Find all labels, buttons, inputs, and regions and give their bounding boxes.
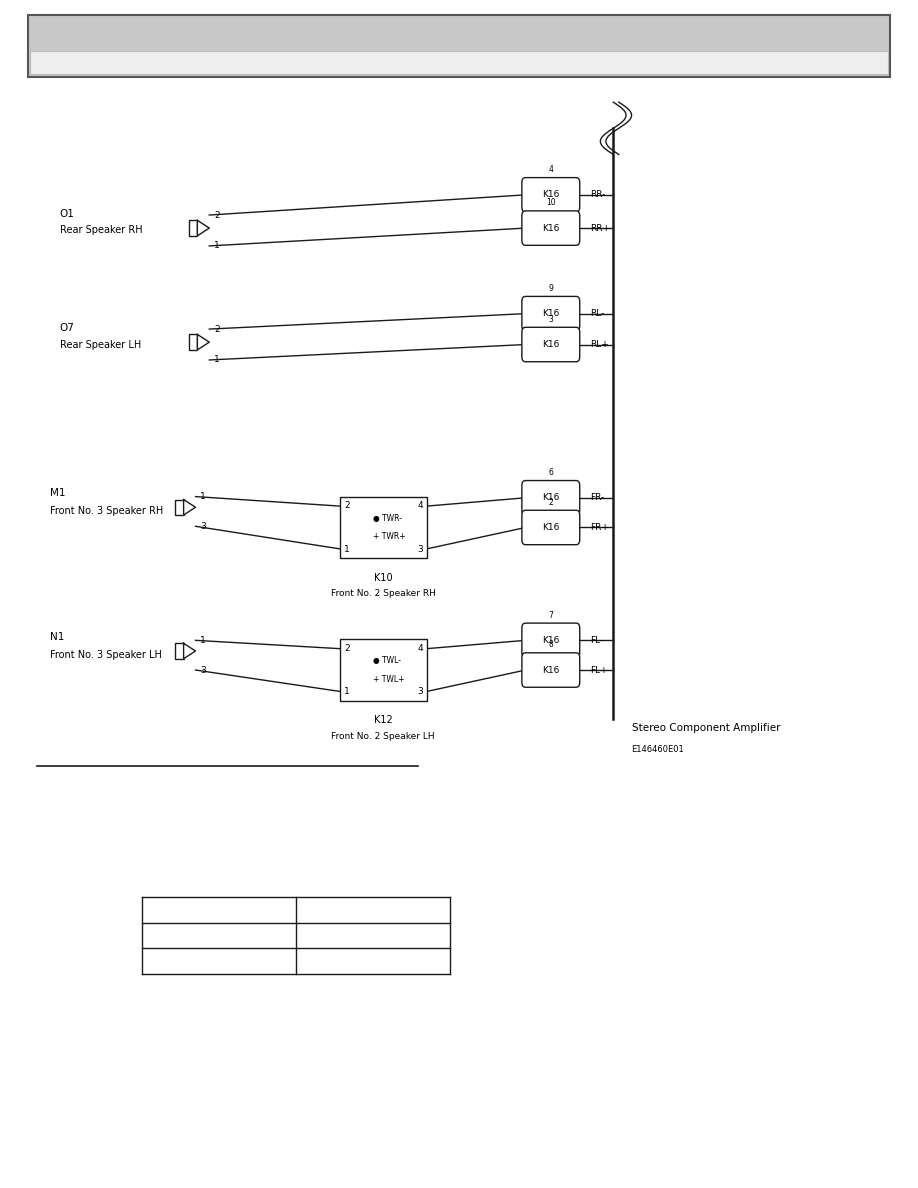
FancyBboxPatch shape — [522, 653, 580, 687]
Text: 4: 4 — [548, 165, 554, 175]
Text: N1: N1 — [50, 632, 65, 642]
FancyBboxPatch shape — [522, 327, 580, 361]
FancyBboxPatch shape — [522, 510, 580, 544]
Text: 10: 10 — [546, 198, 555, 208]
Text: M1: M1 — [50, 488, 66, 498]
Text: 1: 1 — [344, 544, 350, 554]
Text: 4: 4 — [418, 501, 423, 511]
Text: 1: 1 — [214, 355, 219, 365]
Text: 3: 3 — [200, 522, 206, 531]
Text: K12: K12 — [374, 715, 393, 725]
Polygon shape — [184, 500, 196, 516]
Text: O1: O1 — [60, 209, 74, 219]
Text: K16: K16 — [543, 493, 559, 503]
Text: FR-: FR- — [589, 493, 604, 503]
Bar — [340, 639, 427, 701]
Bar — [30, 51, 888, 74]
Text: 2: 2 — [548, 498, 554, 506]
Text: 3: 3 — [418, 687, 423, 696]
Text: RR+: RR+ — [589, 223, 610, 233]
Text: FL+: FL+ — [589, 665, 608, 675]
Polygon shape — [184, 644, 196, 658]
FancyBboxPatch shape — [522, 178, 580, 211]
Text: + TWL+: + TWL+ — [373, 675, 404, 684]
Bar — [340, 497, 427, 558]
Text: 2: 2 — [214, 210, 219, 220]
Text: Front No. 3 Speaker LH: Front No. 3 Speaker LH — [50, 650, 162, 659]
Text: K16: K16 — [543, 665, 559, 675]
Polygon shape — [197, 221, 209, 235]
Polygon shape — [197, 335, 209, 349]
Text: K10: K10 — [374, 573, 393, 582]
Text: K16: K16 — [543, 190, 559, 200]
Text: 1: 1 — [200, 636, 206, 645]
FancyBboxPatch shape — [522, 480, 580, 516]
Text: 4: 4 — [418, 644, 423, 653]
Text: 1: 1 — [344, 687, 350, 696]
Text: FR+: FR+ — [589, 523, 609, 532]
Text: RR-: RR- — [589, 190, 605, 200]
Text: 7: 7 — [548, 611, 554, 620]
Text: RL-: RL- — [589, 309, 604, 318]
Text: Front No. 2 Speaker LH: Front No. 2 Speaker LH — [331, 732, 435, 741]
Text: 1: 1 — [214, 241, 219, 251]
Text: 3: 3 — [418, 544, 423, 554]
FancyBboxPatch shape — [522, 296, 580, 330]
Text: 3: 3 — [200, 665, 206, 675]
Text: FL-: FL- — [589, 636, 603, 645]
Text: Front No. 3 Speaker RH: Front No. 3 Speaker RH — [50, 506, 163, 516]
Text: O7: O7 — [60, 323, 74, 333]
Text: 9: 9 — [548, 284, 554, 293]
Text: 8: 8 — [548, 640, 554, 649]
Text: ● TWR-: ● TWR- — [373, 513, 402, 523]
Text: K16: K16 — [543, 523, 559, 532]
Text: 2: 2 — [344, 501, 350, 511]
Text: + TWR+: + TWR+ — [373, 532, 406, 542]
Bar — [28, 15, 890, 77]
Text: 1: 1 — [200, 492, 206, 501]
Text: Rear Speaker LH: Rear Speaker LH — [60, 340, 141, 349]
Bar — [175, 644, 184, 658]
Text: ● TWL-: ● TWL- — [373, 656, 401, 665]
Bar — [189, 335, 197, 349]
Text: K16: K16 — [543, 340, 559, 349]
Text: K16: K16 — [543, 223, 559, 233]
Bar — [175, 500, 184, 516]
Text: 2: 2 — [214, 324, 219, 334]
FancyBboxPatch shape — [522, 211, 580, 245]
Text: 3: 3 — [548, 315, 554, 324]
Bar — [189, 221, 197, 235]
Text: 6: 6 — [548, 468, 554, 478]
Text: 2: 2 — [344, 644, 350, 653]
Text: RL+: RL+ — [589, 340, 609, 349]
Text: Stereo Component Amplifier: Stereo Component Amplifier — [632, 723, 780, 733]
Text: K16: K16 — [543, 309, 559, 318]
Text: E146460E01: E146460E01 — [632, 745, 684, 754]
Text: Front No. 2 Speaker RH: Front No. 2 Speaker RH — [330, 589, 436, 599]
Text: K16: K16 — [543, 636, 559, 645]
Text: Rear Speaker RH: Rear Speaker RH — [60, 226, 142, 235]
FancyBboxPatch shape — [522, 623, 580, 658]
